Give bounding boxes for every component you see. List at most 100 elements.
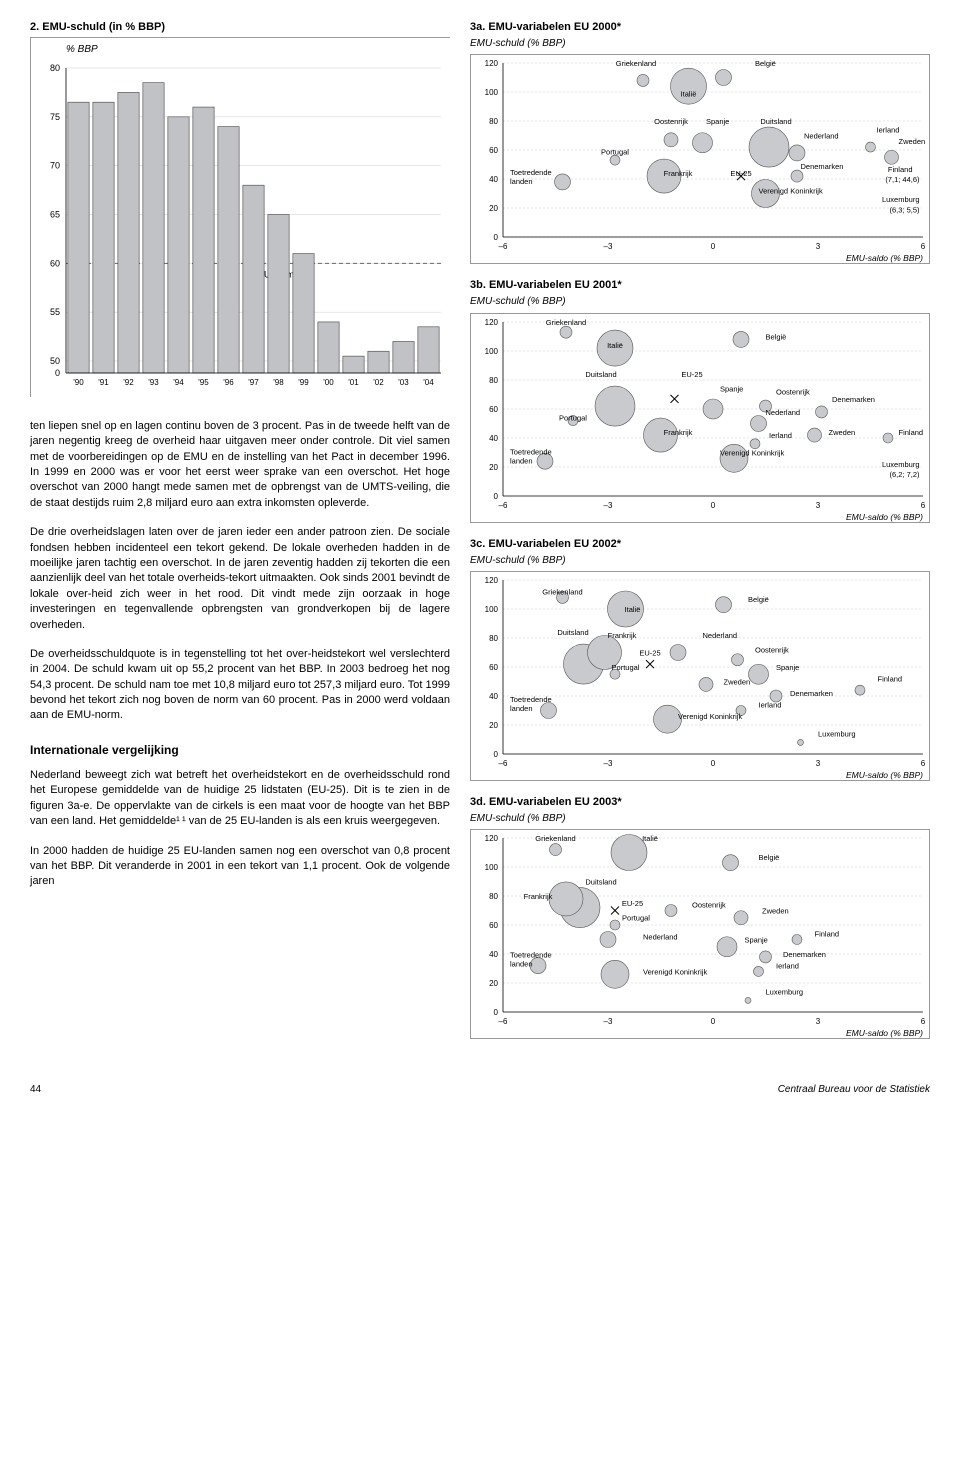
svg-text:120: 120 (485, 834, 499, 843)
svg-text:België: België (748, 595, 769, 604)
source-credit: Centraal Bureau voor de Statistiek (778, 1083, 930, 1097)
bubble-chart-ylabel-d: EMU-schuld (% BBP) (470, 812, 930, 826)
paragraph-4: Nederland beweegt zich wat betreft het o… (30, 768, 450, 830)
svg-text:Finland: Finland (815, 930, 840, 939)
svg-text:'92: '92 (123, 378, 134, 387)
svg-text:3: 3 (816, 242, 821, 251)
svg-text:Italië: Italië (642, 834, 658, 843)
svg-text:60: 60 (489, 405, 498, 414)
svg-text:80: 80 (489, 117, 498, 126)
svg-text:'99: '99 (298, 378, 309, 387)
svg-text:Ierland: Ierland (759, 701, 782, 710)
svg-text:55: 55 (50, 307, 60, 317)
svg-text:Toetredende: Toetredende (510, 951, 552, 960)
svg-text:6: 6 (921, 501, 926, 510)
svg-text:60: 60 (50, 258, 60, 268)
svg-text:'02: '02 (373, 378, 384, 387)
svg-text:'96: '96 (223, 378, 234, 387)
svg-text:Verenigd Koninkrijk: Verenigd Koninkrijk (678, 712, 742, 721)
bubble-chart-plot-b: 020406080100120–6–3036GriekenlandBelgiëI… (470, 313, 930, 523)
svg-text:Griekenland: Griekenland (542, 588, 582, 597)
svg-text:Finland: Finland (878, 675, 903, 684)
svg-text:Italië: Italië (607, 341, 623, 350)
svg-text:Griekenland: Griekenland (535, 834, 575, 843)
svg-text:Zweden: Zweden (899, 138, 926, 147)
svg-text:Duitsland: Duitsland (585, 370, 616, 379)
svg-text:België: België (759, 853, 780, 862)
svg-text:% BBP: % BBP (66, 44, 98, 55)
svg-text:Oostenrijk: Oostenrijk (692, 901, 726, 910)
svg-text:Spanje: Spanje (706, 117, 729, 126)
svg-text:3: 3 (816, 1017, 821, 1026)
svg-text:–3: –3 (604, 242, 613, 251)
svg-text:Spanje: Spanje (745, 936, 768, 945)
svg-text:landen: landen (510, 456, 533, 465)
svg-text:Verenigd Koninkrijk: Verenigd Koninkrijk (720, 448, 784, 457)
svg-text:Nederland: Nederland (703, 631, 738, 640)
svg-text:Ierland: Ierland (776, 962, 799, 971)
svg-text:3: 3 (816, 501, 821, 510)
svg-text:'95: '95 (198, 378, 209, 387)
svg-text:Duitsland: Duitsland (585, 878, 616, 887)
svg-text:0: 0 (711, 242, 716, 251)
svg-text:Oostenrijk: Oostenrijk (755, 646, 789, 655)
svg-text:'03: '03 (398, 378, 409, 387)
bubble-chart-ylabel-a: EMU-schuld (% BBP) (470, 37, 930, 51)
bubble-chart-plot-d: 020406080100120–6–3036GriekenlandItaliëB… (470, 829, 930, 1039)
paragraph-3: De overheidsschuldquote is in tegenstell… (30, 647, 450, 724)
svg-text:20: 20 (489, 204, 498, 213)
svg-text:80: 80 (489, 634, 498, 643)
svg-text:Portugal: Portugal (601, 148, 629, 157)
svg-text:0: 0 (494, 233, 499, 242)
svg-text:40: 40 (489, 175, 498, 184)
svg-text:Spanje: Spanje (720, 384, 743, 393)
svg-text:3: 3 (816, 759, 821, 768)
svg-text:EU-25: EU-25 (639, 648, 660, 657)
svg-text:'91: '91 (98, 378, 109, 387)
svg-text:Luxemburg: Luxemburg (882, 460, 920, 469)
svg-text:Griekenland: Griekenland (546, 318, 586, 327)
svg-text:'94: '94 (173, 378, 184, 387)
svg-text:–3: –3 (604, 759, 613, 768)
svg-text:Denemarken: Denemarken (801, 162, 844, 171)
svg-text:'04: '04 (423, 378, 434, 387)
bubble-chart-c: 3c. EMU-variabelen EU 2002*EMU-schuld (%… (470, 537, 930, 781)
svg-text:120: 120 (485, 576, 499, 585)
svg-text:Oostenrijk: Oostenrijk (654, 117, 688, 126)
svg-text:'00: '00 (323, 378, 334, 387)
svg-text:40: 40 (489, 692, 498, 701)
svg-text:60: 60 (489, 921, 498, 930)
svg-text:100: 100 (485, 347, 499, 356)
svg-text:Toetredende: Toetredende (510, 447, 552, 456)
svg-text:'01: '01 (348, 378, 359, 387)
svg-text:landen: landen (510, 960, 533, 969)
svg-text:0: 0 (494, 750, 499, 759)
paragraph-2: De drie overheidslagen laten over de jar… (30, 525, 450, 633)
svg-text:Duitsland: Duitsland (557, 628, 588, 637)
page-footer: 44 Centraal Bureau voor de Statistiek (30, 1083, 930, 1097)
bar-chart-section: 2. EMU-schuld (in % BBP) % BBP0505560657… (30, 20, 450, 397)
svg-text:(6,2; 7,2): (6,2; 7,2) (889, 470, 920, 479)
svg-text:–6: –6 (499, 759, 508, 768)
svg-text:België: België (755, 59, 776, 68)
svg-text:Portugal: Portugal (612, 663, 640, 672)
bubble-chart-a: 3a. EMU-variabelen EU 2000* EMU-schuld (%… (470, 20, 930, 264)
svg-text:100: 100 (485, 863, 499, 872)
svg-text:50: 50 (50, 356, 60, 366)
svg-text:6: 6 (921, 242, 926, 251)
svg-text:–6: –6 (499, 501, 508, 510)
svg-text:20: 20 (489, 721, 498, 730)
svg-text:Denemarken: Denemarken (783, 950, 826, 959)
bubble-chart-title-a: 3a. EMU-variabelen EU 2000* (470, 20, 930, 35)
svg-text:120: 120 (485, 318, 499, 327)
svg-text:Duitsland: Duitsland (760, 117, 791, 126)
svg-text:20: 20 (489, 463, 498, 472)
svg-text:Zweden: Zweden (762, 907, 789, 916)
svg-text:'90: '90 (73, 378, 84, 387)
svg-text:Frankrijk: Frankrijk (664, 169, 693, 178)
svg-text:België: België (766, 332, 787, 341)
bubble-chart-ylabel-b: EMU-schuld (% BBP) (470, 295, 930, 309)
bubble-chart-title-c: 3c. EMU-variabelen EU 2002* (470, 537, 930, 552)
svg-text:EMU-saldo (% BBP): EMU-saldo (% BBP) (846, 1028, 923, 1038)
bar-chart: % BBP050556065707580EMU-norm'90'91'92'93… (30, 37, 450, 397)
